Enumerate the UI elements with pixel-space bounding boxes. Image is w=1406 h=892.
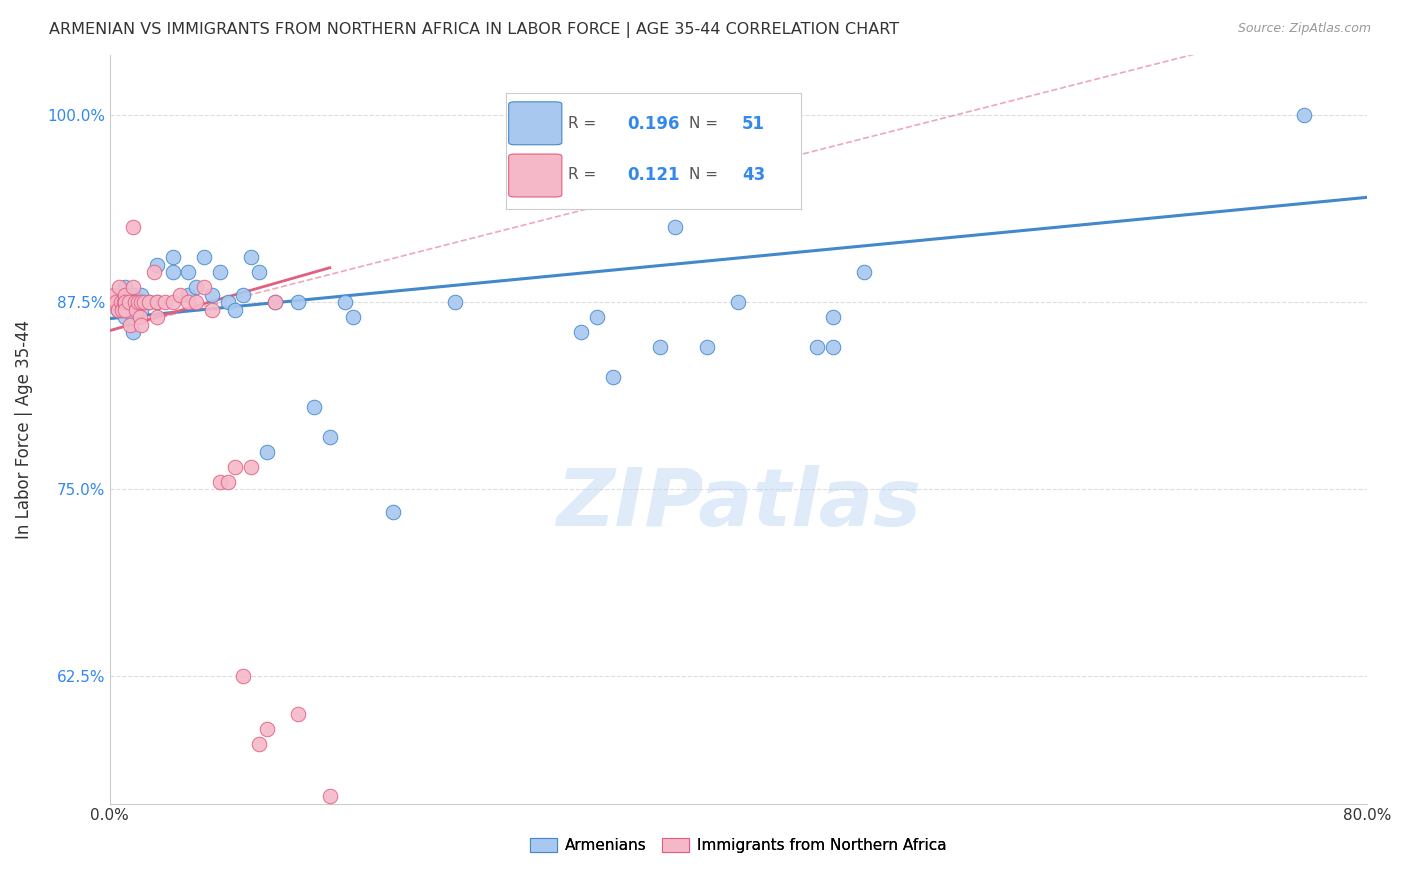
- Point: [193, 250, 215, 264]
- Point: [105, 295, 128, 310]
- Point: [1292, 108, 1315, 122]
- Point: [648, 340, 671, 354]
- Point: [124, 295, 146, 310]
- Point: [114, 295, 136, 310]
- Y-axis label: In Labor Force | Age 35-44: In Labor Force | Age 35-44: [15, 320, 32, 539]
- Point: [287, 295, 309, 310]
- Point: [110, 295, 132, 310]
- Point: [114, 280, 136, 294]
- Point: [122, 287, 145, 301]
- Point: [247, 265, 270, 279]
- Point: [169, 287, 191, 301]
- Point: [287, 706, 309, 721]
- Point: [107, 302, 129, 317]
- Point: [335, 295, 357, 310]
- Point: [664, 220, 686, 235]
- Point: [381, 505, 404, 519]
- Point: [122, 220, 145, 235]
- Point: [256, 445, 278, 459]
- Point: [146, 295, 169, 310]
- Point: [727, 295, 749, 310]
- Point: [122, 295, 145, 310]
- Point: [114, 302, 136, 317]
- Point: [821, 340, 844, 354]
- Point: [114, 302, 136, 317]
- Point: [263, 295, 285, 310]
- Point: [162, 250, 184, 264]
- Point: [122, 325, 145, 339]
- Point: [111, 302, 134, 317]
- Point: [127, 295, 149, 310]
- Point: [586, 310, 609, 325]
- Point: [177, 287, 200, 301]
- Text: ZIPatlas: ZIPatlas: [555, 466, 921, 543]
- Point: [232, 669, 254, 683]
- Point: [319, 789, 342, 804]
- Point: [217, 475, 239, 489]
- Point: [103, 287, 125, 301]
- Point: [129, 295, 152, 310]
- Point: [128, 310, 150, 325]
- Text: ARMENIAN VS IMMIGRANTS FROM NORTHERN AFRICA IN LABOR FORCE | AGE 35-44 CORRELATI: ARMENIAN VS IMMIGRANTS FROM NORTHERN AFR…: [49, 22, 900, 38]
- Point: [240, 459, 263, 474]
- Point: [186, 280, 208, 294]
- Point: [256, 722, 278, 736]
- Point: [232, 287, 254, 301]
- Point: [153, 295, 176, 310]
- Point: [208, 265, 231, 279]
- Point: [120, 318, 142, 332]
- Point: [146, 295, 169, 310]
- Point: [444, 295, 467, 310]
- Point: [602, 370, 624, 384]
- Point: [138, 295, 160, 310]
- Legend: Armenians, Immigrants from Northern Africa: Armenians, Immigrants from Northern Afri…: [523, 832, 953, 860]
- Point: [122, 302, 145, 317]
- Point: [107, 295, 129, 310]
- Point: [193, 280, 215, 294]
- Point: [146, 310, 169, 325]
- Point: [201, 302, 224, 317]
- Point: [146, 258, 169, 272]
- Point: [177, 265, 200, 279]
- Point: [342, 310, 364, 325]
- Point: [107, 302, 129, 317]
- Point: [201, 287, 224, 301]
- Point: [806, 340, 828, 354]
- Point: [114, 287, 136, 301]
- Point: [240, 250, 263, 264]
- Point: [696, 340, 718, 354]
- Text: Source: ZipAtlas.com: Source: ZipAtlas.com: [1237, 22, 1371, 36]
- Point: [162, 295, 184, 310]
- Point: [224, 302, 246, 317]
- Point: [224, 459, 246, 474]
- Point: [217, 295, 239, 310]
- Point: [112, 295, 135, 310]
- Point: [129, 302, 152, 317]
- Point: [114, 295, 136, 310]
- Point: [108, 280, 131, 294]
- Point: [134, 295, 156, 310]
- Point: [186, 295, 208, 310]
- Point: [569, 325, 592, 339]
- Point: [117, 295, 139, 310]
- Point: [101, 295, 124, 310]
- Point: [821, 310, 844, 325]
- Point: [142, 265, 165, 279]
- Point: [138, 295, 160, 310]
- Point: [853, 265, 876, 279]
- Point: [247, 737, 270, 751]
- Point: [122, 310, 145, 325]
- Point: [122, 280, 145, 294]
- Point: [125, 302, 148, 317]
- Point: [129, 287, 152, 301]
- Point: [208, 475, 231, 489]
- Point: [129, 318, 152, 332]
- Point: [302, 400, 325, 414]
- Point: [177, 295, 200, 310]
- Point: [114, 310, 136, 325]
- Point: [319, 430, 342, 444]
- Point: [162, 265, 184, 279]
- Point: [263, 295, 285, 310]
- Point: [129, 295, 152, 310]
